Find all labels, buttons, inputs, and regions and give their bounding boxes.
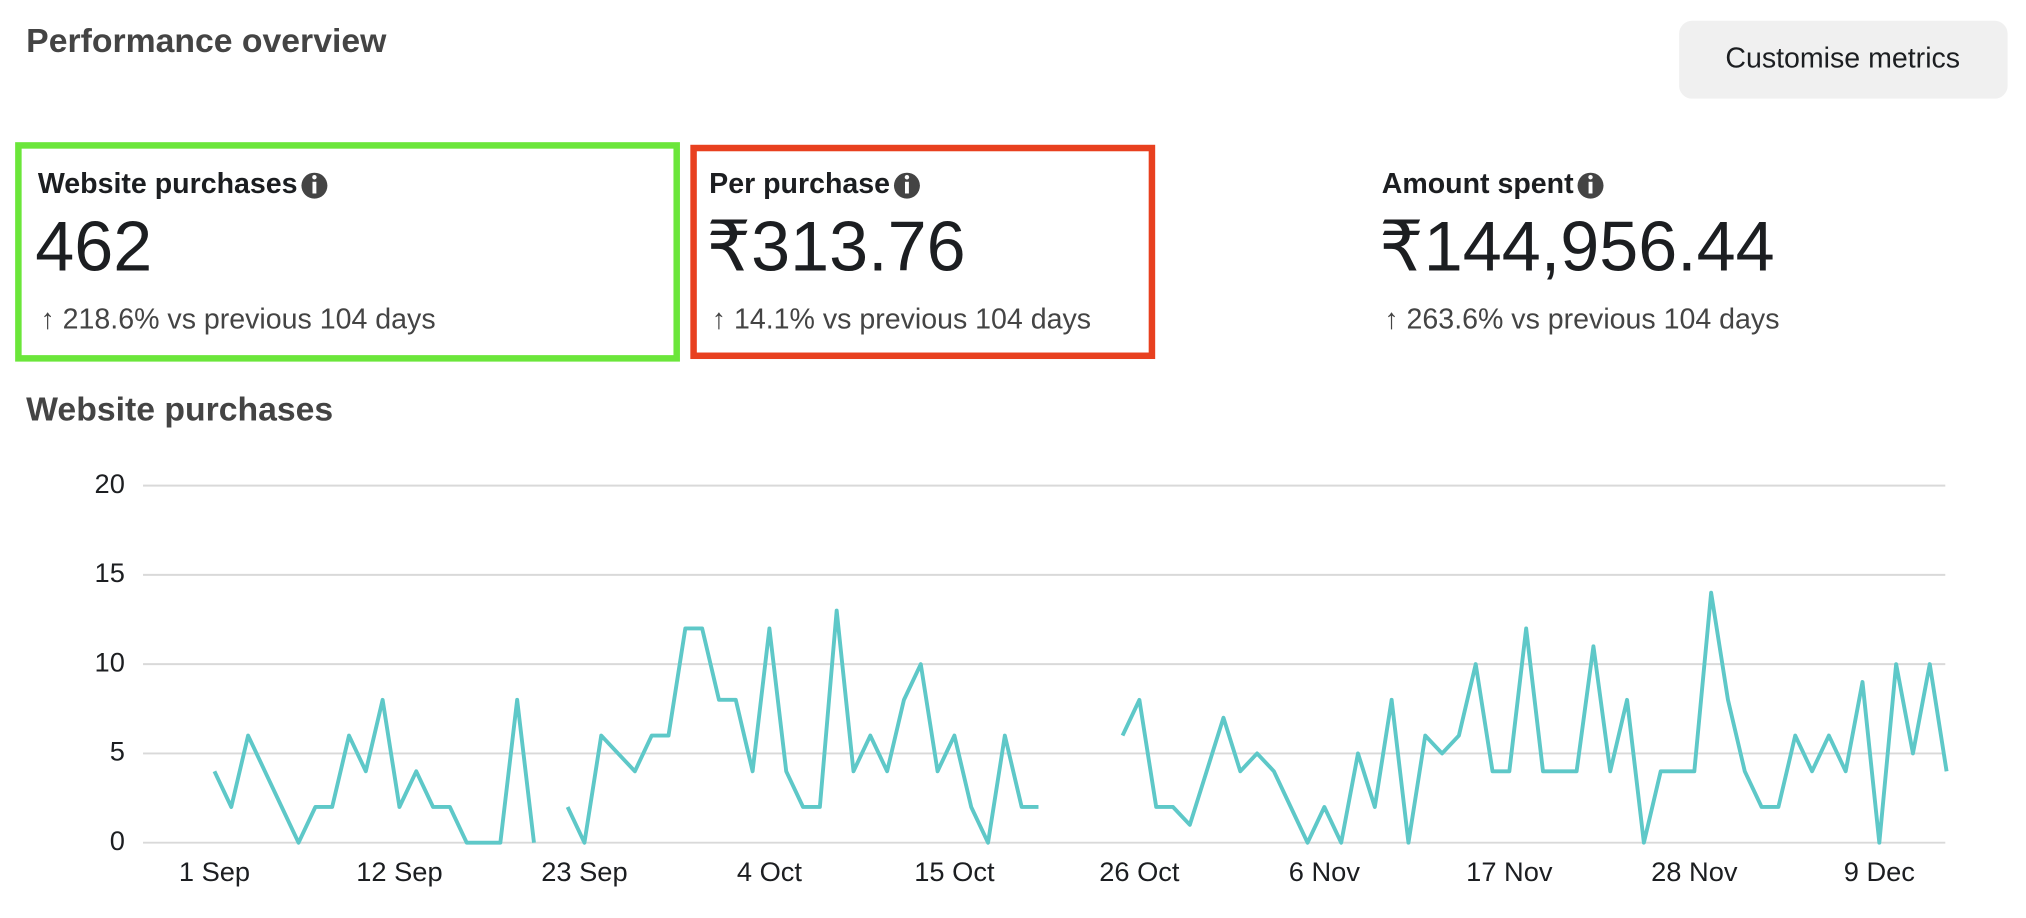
x-tick-label: 23 Sep — [541, 856, 627, 887]
button-label[interactable]: Customise metrics — [1725, 42, 1960, 74]
card-change: ↑ 263.6% vs previous 104 days — [1384, 303, 1779, 335]
x-tick-label: 17 Nov — [1466, 856, 1553, 887]
x-tick-label: 6 Nov — [1289, 856, 1361, 887]
card-title: Website purchases — [38, 168, 298, 200]
chart-title: Website purchases — [26, 391, 333, 429]
y-tick-label: 20 — [95, 468, 125, 499]
info-icon-glyph — [904, 175, 910, 180]
card-title: Amount spent — [1382, 168, 1574, 200]
x-tick-label: 4 Oct — [737, 856, 803, 887]
card-title: Per purchase — [709, 168, 890, 200]
x-tick-label: 1 Sep — [179, 856, 250, 887]
y-tick-label: 0 — [110, 825, 125, 856]
card-value: ₹144,956.44 — [1379, 207, 1775, 285]
highlight-box — [690, 144, 1156, 360]
card-change: ↑ 14.1% vs previous 104 days — [712, 303, 1091, 335]
y-tick-label: 15 — [95, 557, 125, 588]
info-icon-glyph — [904, 181, 909, 194]
info-icon-glyph — [1588, 175, 1593, 180]
card-change: ↑ 218.6% vs previous 104 days — [40, 303, 435, 335]
x-tick-label: 9 Dec — [1844, 856, 1915, 887]
x-tick-label: 15 Oct — [914, 856, 995, 887]
data-line — [212, 590, 1949, 845]
info-icon-glyph — [312, 175, 317, 180]
x-tick-label: 28 Nov — [1651, 856, 1738, 887]
info-icon-glyph — [1588, 181, 1593, 194]
card-value: 462 — [35, 207, 152, 285]
y-tick-label: 5 — [110, 736, 125, 767]
x-tick-label: 26 Oct — [1099, 856, 1180, 887]
customise-button[interactable] — [1679, 20, 2008, 99]
section-title: Performance overview — [26, 22, 387, 60]
highlight-box — [15, 142, 680, 362]
card-value: ₹313.76 — [707, 207, 966, 285]
y-tick-label: 10 — [95, 646, 125, 677]
info-icon-glyph — [312, 181, 317, 194]
x-tick-label: 12 Sep — [356, 856, 442, 887]
